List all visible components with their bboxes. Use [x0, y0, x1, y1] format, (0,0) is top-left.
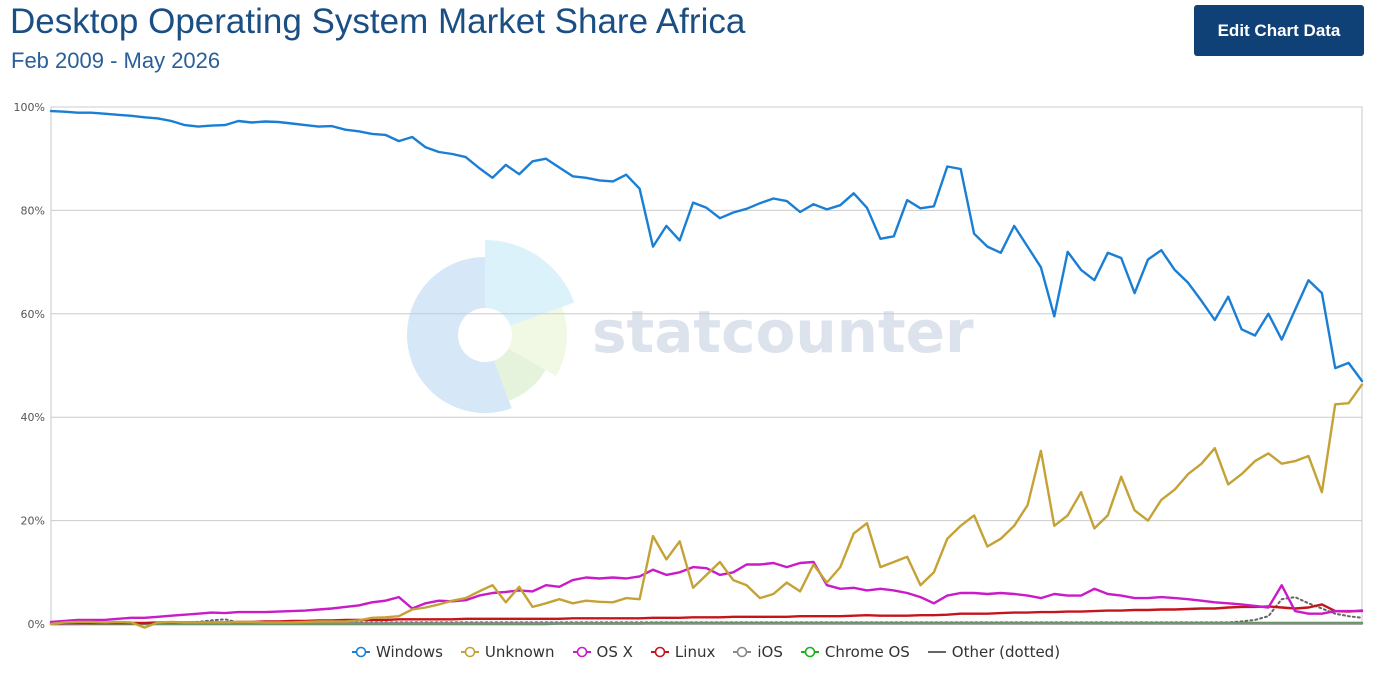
legend-item-windows[interactable]: Windows — [351, 643, 443, 661]
legend-circle-icon — [351, 646, 370, 658]
series-line-linux — [49, 603, 1364, 625]
y-tick-label: 0% — [28, 618, 45, 631]
legend-circle-icon — [800, 646, 819, 658]
legend-line-icon — [927, 651, 946, 653]
y-tick-label: 80% — [21, 204, 45, 217]
legend-item-unknown[interactable]: Unknown — [460, 643, 555, 661]
chart-legend: Windows Unknown OS X Linux iOS Chrome OS Other… — [0, 643, 1386, 661]
line-chart: statcounter 0% 20% 40% 60% 80% 100% — [14, 101, 1364, 631]
legend-circle-icon — [733, 646, 752, 658]
watermark-brand: statcounter — [592, 298, 974, 366]
y-tick-label: 100% — [14, 101, 45, 114]
y-tick-label: 20% — [21, 515, 45, 528]
legend-label: Unknown — [484, 643, 555, 661]
legend-item-other-dotted[interactable]: Other (dotted) — [927, 643, 1061, 661]
legend-item-ios[interactable]: iOS — [733, 643, 783, 661]
series-line-windows — [49, 109, 1364, 383]
legend-label: Windows — [375, 643, 443, 661]
series-line-ios — [49, 622, 1364, 626]
legend-label: Chrome OS — [824, 643, 910, 661]
legend-label: OS X — [596, 643, 633, 661]
statcounter-logo-icon: statcounter — [406, 240, 974, 413]
legend-circle-icon — [572, 646, 591, 658]
edit-chart-data-button[interactable]: Edit Chart Data — [1194, 5, 1364, 56]
series-line-os-x — [49, 560, 1364, 624]
page-subtitle: Feb 2009 - May 2026 — [11, 48, 221, 73]
legend-label: Other (dotted) — [951, 643, 1061, 661]
legend-label: Linux — [674, 643, 716, 661]
legend-item-os-x[interactable]: OS X — [572, 643, 633, 661]
legend-item-linux[interactable]: Linux — [650, 643, 716, 661]
legend-item-chrome-os[interactable]: Chrome OS — [800, 643, 910, 661]
page-title: Desktop Operating System Market Share Af… — [10, 2, 746, 41]
series-line-unknown — [49, 383, 1364, 629]
legend-circle-icon — [650, 646, 669, 658]
legend-label: iOS — [757, 643, 783, 661]
legend-circle-icon — [460, 646, 479, 658]
y-tick-label: 40% — [21, 411, 45, 424]
y-tick-label: 60% — [21, 308, 45, 321]
